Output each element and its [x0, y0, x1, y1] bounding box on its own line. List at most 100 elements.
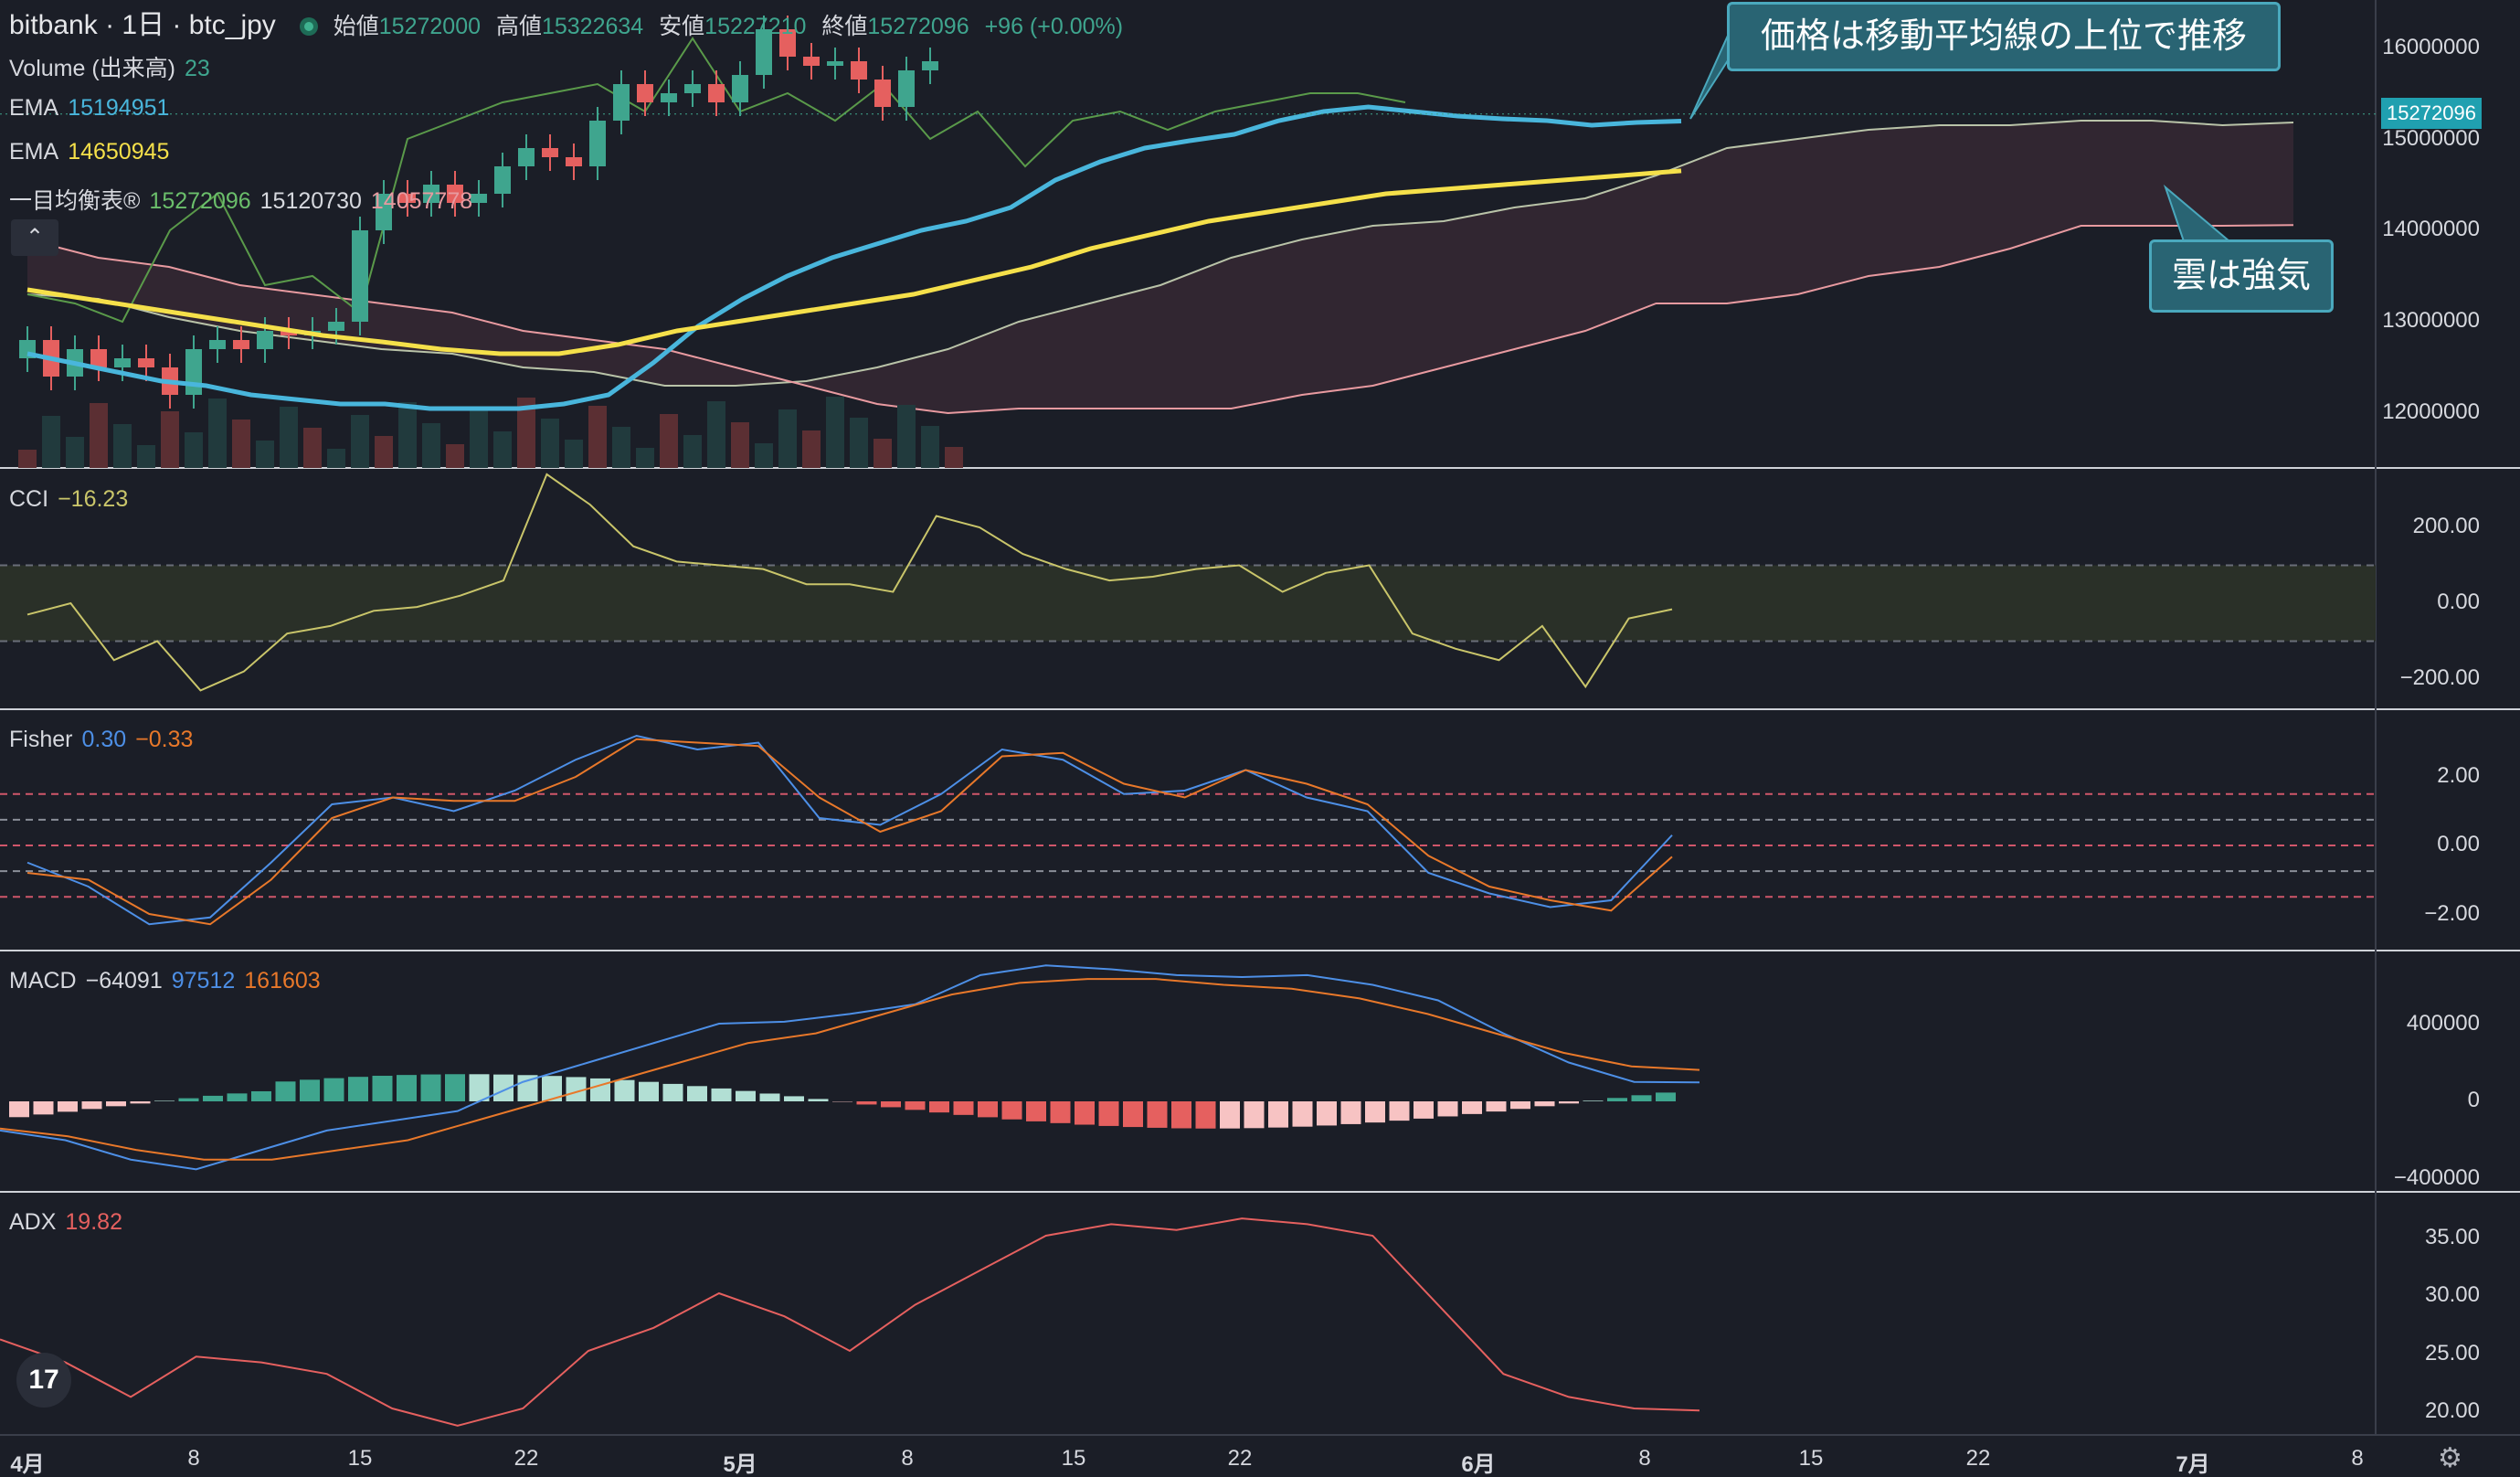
macd-histogram-bar — [1098, 1101, 1119, 1126]
macd-histogram-bar — [251, 1090, 271, 1101]
macd-histogram-bar — [905, 1101, 926, 1110]
macd-histogram-bar — [566, 1077, 587, 1101]
candle-body — [447, 185, 463, 203]
candle-body — [756, 29, 772, 75]
legend-fisher[interactable]: Fisher 0.30 −0.33 — [9, 727, 202, 753]
candle-body — [851, 61, 867, 80]
close-value: 15272096 — [867, 14, 969, 39]
macd-histogram-bar — [445, 1074, 465, 1101]
fisher-tick: 0.00 — [2437, 832, 2480, 856]
macd-histogram-bar — [1583, 1100, 1604, 1101]
macd-histogram-bar — [1631, 1095, 1652, 1101]
candle-body — [209, 340, 226, 349]
date-tick: 7月 — [2176, 1452, 2210, 1477]
macd-histogram-bar — [493, 1074, 514, 1101]
macd-histogram-bar — [1340, 1101, 1361, 1124]
macd-histogram-bar — [1607, 1098, 1627, 1101]
adx-line — [0, 1217, 1700, 1427]
symbol-title[interactable]: bitbank · 1日 · btc_jpy — [9, 10, 276, 40]
macd-histogram-bar — [203, 1095, 223, 1101]
annotation-cloud-bullish[interactable]: 雲は強気 — [2149, 239, 2334, 313]
macd-histogram-bar — [1414, 1101, 1434, 1119]
volume-bar — [446, 444, 464, 468]
candle-body — [494, 166, 511, 194]
fisher-tick: −2.00 — [2424, 901, 2480, 926]
ichimoku-span-a — [26, 120, 2294, 387]
macd-histogram-bar — [300, 1079, 320, 1101]
volume-bar — [137, 445, 155, 468]
cci-tick: 200.00 — [2412, 514, 2480, 538]
candle-body — [898, 70, 915, 107]
ichimoku-value-1: 15272096 — [149, 188, 251, 214]
last-price-tag: 15272096 — [2381, 98, 2482, 129]
legend-cci[interactable]: CCI −16.23 — [9, 486, 137, 513]
gear-icon[interactable]: ⚙ — [2438, 1443, 2462, 1473]
ema-slow-label: EMA — [9, 139, 59, 165]
volume-bar — [208, 398, 227, 468]
volume-bar — [375, 436, 393, 468]
macd-histogram-bar — [154, 1100, 175, 1101]
volume-bar — [897, 405, 916, 468]
ichimoku-span-b — [26, 224, 2294, 415]
volume-bar — [232, 420, 250, 468]
legend-ichimoku[interactable]: 一目均衡表® 15272096 15120730 14057778 — [9, 183, 482, 216]
ema-slow-value: 14650945 — [68, 139, 170, 165]
macd-histogram-bar — [1389, 1101, 1410, 1121]
macd-histogram-bar — [662, 1083, 683, 1101]
macd-histogram-bar — [1292, 1101, 1313, 1127]
macd-histogram-bar — [1147, 1101, 1168, 1128]
candle-body — [708, 84, 725, 102]
candle-body — [827, 61, 843, 66]
volume-bar — [42, 416, 60, 468]
candle-body — [566, 157, 582, 166]
volume-bar — [660, 414, 678, 468]
candle-body — [518, 148, 535, 166]
low-label: 安値 — [659, 14, 705, 39]
fisher-value-2: −0.33 — [135, 727, 194, 752]
legend-volume[interactable]: Volume (出来高) 23 — [9, 50, 219, 83]
macd-histogram-bar — [736, 1090, 756, 1101]
macd-value-1: −64091 — [85, 968, 163, 994]
legend-adx[interactable]: ADX 19.82 — [9, 1209, 132, 1236]
macd-histogram-bar — [978, 1101, 998, 1118]
chevron-up-icon[interactable]: ⌃ — [11, 219, 58, 256]
ichimoku-value-2: 15120730 — [259, 188, 362, 214]
volume-bar — [280, 407, 298, 468]
macd-histogram-bar — [1486, 1101, 1507, 1112]
date-tick: 8 — [187, 1446, 200, 1471]
macd-tick: 0 — [2467, 1088, 2480, 1112]
macd-histogram-bar — [759, 1093, 780, 1101]
macd-histogram-bar — [372, 1076, 393, 1101]
macd-histogram-bar — [1462, 1101, 1482, 1114]
annotation-price-above-ma[interactable]: 価格は移動平均線の上位で推移 — [1727, 2, 2281, 71]
macd-histogram-bar — [1171, 1101, 1191, 1129]
macd-histogram-bar — [929, 1101, 949, 1113]
macd-histogram-bar — [1075, 1101, 1095, 1125]
legend-macd[interactable]: MACD −64091 97512 161603 — [9, 968, 330, 994]
callout-pointer — [1689, 27, 1732, 120]
adx-tick: 20.00 — [2424, 1398, 2480, 1423]
macd-histogram-bar — [397, 1075, 417, 1101]
candle-body — [352, 230, 368, 322]
candle-body — [589, 121, 606, 166]
candle-body — [684, 84, 701, 93]
ichimoku-value-3: 14057778 — [370, 188, 473, 214]
fisher-line — [26, 734, 1673, 926]
candle-body — [281, 331, 297, 335]
date-tick: 6月 — [1461, 1452, 1496, 1477]
cci-line — [26, 473, 1673, 692]
volume-label: Volume (出来高) — [9, 56, 175, 81]
legend-ema-fast[interactable]: EMA 15194951 — [9, 95, 178, 122]
adx-value: 19.82 — [65, 1209, 122, 1235]
volume-bar — [755, 443, 773, 468]
close-label: 終値 — [821, 14, 868, 39]
change-value: +96 (+0.00%) — [984, 14, 1124, 39]
macd-histogram-bar — [808, 1099, 829, 1101]
macd-histogram-bar — [881, 1101, 901, 1108]
volume-bar — [256, 441, 274, 468]
macd-histogram-bar — [469, 1074, 490, 1101]
tradingview-logo-icon[interactable]: 17 — [16, 1353, 71, 1408]
legend-ema-slow[interactable]: EMA 14650945 — [9, 139, 178, 165]
